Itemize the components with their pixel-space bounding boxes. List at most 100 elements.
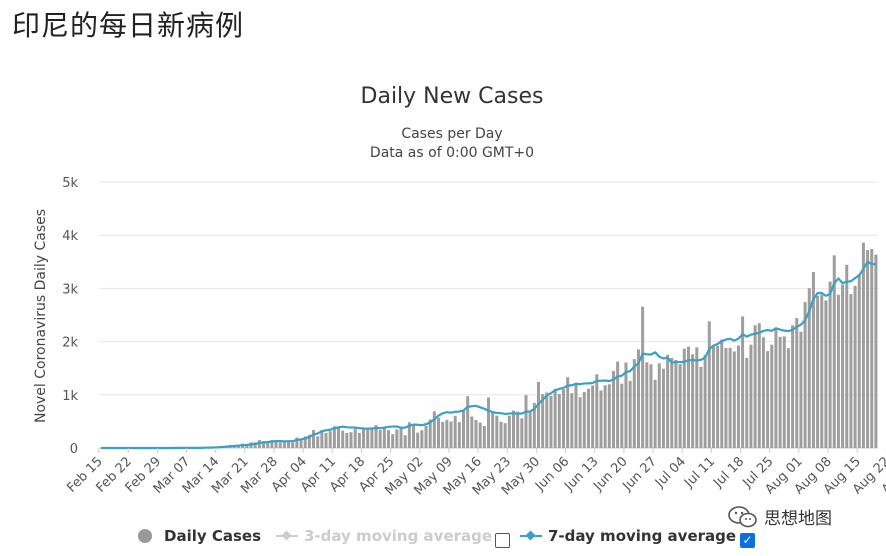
bar[interactable] [420, 430, 424, 448]
bar[interactable] [607, 384, 611, 448]
bar[interactable] [724, 348, 728, 448]
bar[interactable] [262, 441, 266, 448]
bar[interactable] [641, 306, 645, 448]
bar[interactable] [332, 426, 336, 448]
bar[interactable] [278, 442, 282, 448]
bar[interactable] [516, 411, 520, 448]
bar[interactable] [674, 359, 678, 448]
bar[interactable] [266, 442, 270, 448]
bar[interactable] [407, 422, 411, 448]
bar[interactable] [378, 430, 382, 448]
bar[interactable] [270, 439, 274, 448]
series-line-7day-average[interactable] [101, 260, 876, 450]
bar[interactable] [645, 362, 649, 448]
bar[interactable] [412, 424, 416, 448]
bar[interactable] [253, 442, 257, 448]
bar[interactable] [328, 431, 332, 448]
legend-7day-average[interactable]: 7-day moving average [520, 527, 736, 545]
bar[interactable] [753, 325, 757, 448]
bar[interactable] [503, 423, 507, 448]
bar[interactable] [424, 425, 428, 448]
bar[interactable] [553, 388, 557, 448]
bar[interactable] [511, 410, 515, 448]
bar[interactable] [291, 442, 295, 448]
bar[interactable] [245, 444, 249, 448]
bar[interactable] [870, 248, 874, 448]
bar[interactable] [653, 379, 657, 448]
bar[interactable] [282, 442, 286, 448]
bar[interactable] [349, 432, 353, 448]
bar[interactable] [761, 337, 765, 448]
bar[interactable] [320, 430, 324, 448]
bar[interactable] [299, 438, 303, 448]
bar[interactable] [841, 284, 845, 448]
bar[interactable] [853, 285, 857, 448]
bar[interactable] [682, 348, 686, 448]
bar[interactable] [686, 346, 690, 448]
bar[interactable] [362, 428, 366, 448]
bar[interactable] [757, 323, 761, 448]
bar[interactable] [337, 426, 341, 448]
bar[interactable] [745, 357, 749, 448]
bar[interactable] [403, 435, 407, 448]
bar[interactable] [578, 397, 582, 448]
bar[interactable] [536, 381, 540, 448]
bar[interactable] [599, 390, 603, 448]
bar[interactable] [703, 355, 707, 448]
bar[interactable] [295, 437, 299, 448]
bar[interactable] [491, 411, 495, 448]
bar[interactable] [591, 385, 595, 448]
bar[interactable] [541, 394, 545, 448]
bar[interactable] [391, 434, 395, 448]
bar[interactable] [874, 254, 878, 448]
bar[interactable] [807, 288, 811, 448]
bar[interactable] [778, 336, 782, 448]
bar[interactable] [586, 388, 590, 448]
bar[interactable] [832, 255, 836, 448]
bar[interactable] [441, 421, 445, 448]
bar[interactable] [766, 351, 770, 448]
bar[interactable] [866, 250, 870, 448]
bar[interactable] [749, 344, 753, 448]
bar[interactable] [528, 412, 532, 448]
bar[interactable] [849, 294, 853, 448]
bar[interactable] [649, 364, 653, 448]
bar[interactable] [445, 419, 449, 448]
bar[interactable] [374, 424, 378, 448]
bar[interactable] [616, 361, 620, 448]
bar[interactable] [857, 274, 861, 448]
bar[interactable] [736, 345, 740, 448]
bar[interactable] [628, 380, 632, 448]
bar[interactable] [520, 418, 524, 448]
bar[interactable] [482, 425, 486, 448]
bar[interactable] [312, 430, 316, 448]
bar[interactable] [678, 364, 682, 448]
bar[interactable] [716, 345, 720, 448]
bar[interactable] [720, 339, 724, 448]
bar[interactable] [545, 392, 549, 448]
bar[interactable] [466, 396, 470, 448]
bar[interactable] [786, 348, 790, 448]
bar[interactable] [416, 432, 420, 448]
bar[interactable] [453, 415, 457, 448]
bar[interactable] [845, 264, 849, 448]
bar[interactable] [657, 363, 661, 448]
bar[interactable] [387, 430, 391, 448]
legend-daily-cases[interactable]: Daily Cases [138, 527, 261, 545]
bar[interactable] [366, 429, 370, 448]
bar[interactable] [820, 294, 824, 448]
bar[interactable] [828, 281, 832, 448]
bar[interactable] [620, 383, 624, 448]
legend-3day-average[interactable]: 3-day moving average [276, 527, 492, 545]
bar[interactable] [499, 421, 503, 448]
bar[interactable] [287, 441, 291, 448]
bar[interactable] [582, 392, 586, 448]
bar[interactable] [437, 417, 441, 448]
bar[interactable] [670, 357, 674, 448]
bar[interactable] [632, 359, 636, 448]
bar[interactable] [316, 436, 320, 448]
bar[interactable] [861, 242, 865, 448]
bar[interactable] [462, 411, 466, 448]
bar[interactable] [611, 371, 615, 448]
bar[interactable] [470, 416, 474, 448]
